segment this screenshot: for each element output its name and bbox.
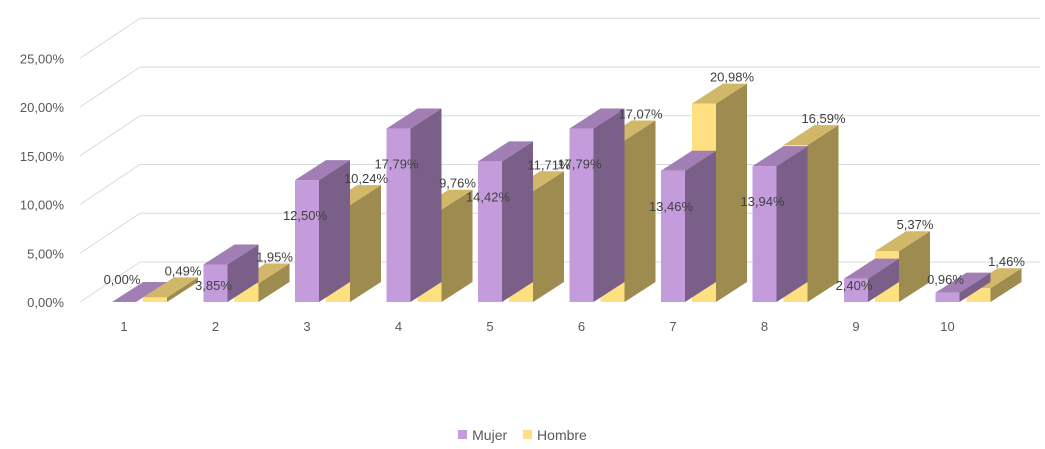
bar-mujer-side — [227, 244, 259, 302]
data-label-hombre: 1,46% — [988, 254, 1025, 269]
x-tick-label: 2 — [212, 319, 219, 334]
data-label-hombre: 17,07% — [618, 107, 663, 122]
y-tick-label: 15,00% — [20, 149, 65, 164]
bar-mujer-side — [502, 141, 533, 302]
x-tick-label: 4 — [395, 319, 402, 334]
bar-hombre-top — [692, 83, 747, 104]
bar-mujer-front — [203, 264, 228, 302]
gridline-slant — [79, 261, 141, 303]
bar-mujer-top — [295, 160, 350, 181]
bar-hombre-side — [441, 189, 473, 302]
x-tick-label: 6 — [578, 319, 585, 334]
bar-hombre-top — [143, 277, 198, 298]
bar-mujer-side — [319, 160, 350, 302]
legend-item-mujer: Mujer — [458, 427, 507, 443]
gridline-slant — [79, 115, 141, 157]
data-label-mujer: 17,79% — [374, 157, 419, 172]
bar-mujer-front — [752, 166, 777, 302]
x-tick-label: 10 — [940, 319, 954, 334]
bar-hombre-side — [533, 171, 564, 302]
bar-mujer-side — [776, 146, 808, 302]
data-label-hombre: 9,76% — [439, 176, 476, 191]
legend-swatch-hombre — [523, 430, 533, 439]
bar-mujer-side — [868, 258, 899, 302]
legend-item-hombre: Hombre — [523, 427, 587, 443]
y-tick-label: 10,00% — [20, 198, 65, 213]
bar-mujer-front — [935, 292, 960, 302]
y-tick-label: 25,00% — [20, 51, 65, 66]
bar-mujer-front — [844, 278, 868, 302]
x-tick-label: 8 — [761, 319, 768, 334]
data-label-hombre: 11,71% — [527, 157, 571, 172]
data-label-mujer: 17,79% — [557, 157, 602, 172]
x-tick-label: 7 — [669, 319, 676, 334]
bar-hombre-side — [716, 83, 747, 302]
bar-mujer-front — [661, 170, 685, 302]
data-label-hombre: 10,24% — [344, 171, 389, 186]
bar-mujer-front — [295, 180, 319, 302]
gridline-slant — [79, 212, 141, 254]
data-label-hombre: 5,37% — [897, 217, 934, 232]
bar-mujer-side — [410, 108, 442, 302]
data-label-mujer: 3,85% — [195, 278, 232, 293]
bar-mujer-top — [203, 244, 259, 265]
data-label-mujer: 13,94% — [740, 194, 785, 209]
y-tick-label: 0,00% — [27, 295, 64, 310]
x-tick-label: 9 — [852, 319, 859, 334]
bar-mujer-top — [935, 272, 991, 293]
bar-mujer-top — [478, 141, 533, 162]
x-tick-label: 3 — [303, 319, 310, 334]
data-label-mujer: 2,40% — [836, 278, 873, 293]
bar-hombre-side — [899, 231, 930, 302]
legend: Mujer Hombre — [0, 426, 1045, 443]
x-tick-label: 5 — [486, 319, 493, 334]
data-label-mujer: 0,96% — [927, 272, 964, 287]
bar-mujer-top — [844, 258, 899, 279]
bar-hombre-front — [143, 297, 167, 302]
bar-hombre-side — [167, 277, 198, 302]
bar-hombre-side — [624, 120, 656, 302]
bar-mujer-side — [685, 150, 716, 302]
data-label-hombre: 16,59% — [801, 111, 846, 126]
gridline-slant — [79, 164, 141, 205]
x-tick-label: 1 — [120, 319, 127, 334]
bar-mujer-side — [959, 272, 991, 302]
bar-mujer-top — [386, 108, 442, 129]
chart-svg: 0,00% 5,00% 10,00% 15,00% 20,00% 25,00% 1 2 3 4 5 6… — [20, 17, 1040, 334]
bar-hombre-side — [807, 125, 839, 303]
y-tick-label: 20,00% — [20, 100, 65, 115]
bar-hombre-top — [783, 125, 839, 146]
bar-mujer-front — [569, 128, 594, 302]
data-label-mujer: 0,00% — [104, 272, 141, 287]
y-tick-label: 5,00% — [27, 246, 64, 261]
data-label-hombre: 0,49% — [165, 263, 202, 278]
bar-mujer-front — [478, 161, 502, 302]
bar-mujer-top — [661, 150, 716, 171]
bar-hombre-side — [350, 185, 381, 302]
bar-mujer-top — [112, 282, 167, 302]
data-label-mujer: 12,50% — [283, 208, 328, 223]
legend-label-mujer: Mujer — [472, 426, 508, 443]
bar-hombre-side — [258, 263, 290, 302]
bar-hombre-side — [990, 268, 1022, 302]
data-label-mujer: 14,42% — [466, 189, 511, 204]
gridline-slant — [79, 66, 141, 108]
data-label-mujer: 13,46% — [649, 199, 694, 214]
data-label-hombre: 1,95% — [256, 250, 293, 265]
gridline-slant — [79, 17, 141, 59]
legend-swatch-mujer — [458, 430, 468, 439]
data-label-hombre: 20,98% — [710, 70, 755, 85]
bar-hombre-top — [875, 231, 930, 252]
bar-mujer-front — [386, 128, 411, 302]
bar-mujer-top — [569, 108, 625, 129]
bar-mujer-top — [752, 146, 808, 167]
legend-label-hombre: Hombre — [537, 426, 587, 443]
bar-mujer-side — [593, 108, 625, 302]
